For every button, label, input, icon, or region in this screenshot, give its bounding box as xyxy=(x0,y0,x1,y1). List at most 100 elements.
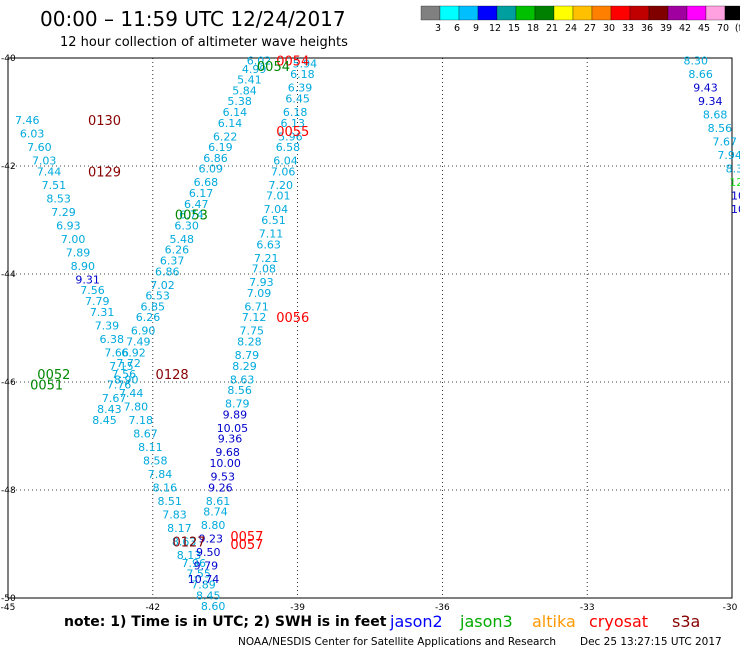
wave-height-value: 6.47 xyxy=(184,198,209,211)
scale-label: 36 xyxy=(641,23,653,34)
wave-height-value: 7.44 xyxy=(37,165,62,178)
wave-height-value: 9.36 xyxy=(218,433,243,446)
x-tick-label: -45 xyxy=(1,603,16,613)
wave-height-value: 10.05 xyxy=(217,422,249,435)
wave-height-value: 8.79 xyxy=(235,349,260,362)
wave-height-value: 8.63 xyxy=(172,535,197,548)
wave-height-value: 8.28 xyxy=(237,336,262,349)
y-tick-label: -44 xyxy=(1,270,16,280)
wave-height-value: 7.04 xyxy=(264,203,289,216)
wave-height-value: 9.26 xyxy=(208,481,233,494)
wave-height-value: 8.80 xyxy=(201,519,226,532)
wave-height-value: 10 xyxy=(731,203,740,216)
wave-height-value: 6.14 xyxy=(223,106,248,119)
wave-height-value: 7.20 xyxy=(268,179,293,192)
wave-height-value: 9.34 xyxy=(698,95,723,108)
wave-height-value: 10.00 xyxy=(209,457,241,470)
wave-height-value: 7.51 xyxy=(42,179,67,192)
scale-swatch xyxy=(686,5,707,21)
pass-label: 0128 xyxy=(156,368,189,383)
wave-height-value: 9.31 xyxy=(75,273,100,286)
wave-height-value: 6.37 xyxy=(160,255,185,268)
wave-height-value: 7.66 xyxy=(104,346,129,359)
wave-height-value: 6.63 xyxy=(256,238,281,251)
wave-height-value: 6.58 xyxy=(276,141,301,154)
scale-label: 70 xyxy=(717,23,729,34)
pass-label: 0056 xyxy=(276,311,309,326)
wave-height-value: 7.56 xyxy=(112,368,137,381)
wave-height-value: 8.58 xyxy=(143,454,168,467)
scale-label: 6 xyxy=(454,23,460,34)
scale-label: 3 xyxy=(435,23,441,34)
wave-height-value: 6.02 xyxy=(247,55,272,68)
y-tick-label: -40 xyxy=(1,54,16,64)
wave-height-value: 7.46 xyxy=(15,114,40,127)
wave-height-value: 7.76 xyxy=(107,379,132,392)
wave-height-value: 7.72 xyxy=(116,357,141,370)
wave-height-value: 9.89 xyxy=(223,408,248,421)
wave-height-value: 6.19 xyxy=(208,141,233,154)
scale-swatch xyxy=(458,5,479,21)
wave-height-value: 6.86 xyxy=(203,152,228,165)
wave-height-value: 5.48 xyxy=(170,233,195,246)
scale-label: 45 xyxy=(698,23,710,34)
pass-label: 0127 xyxy=(172,535,205,550)
wave-height-value: 6.14 xyxy=(218,117,243,130)
wave-height-value: 6.17 xyxy=(189,187,214,200)
pass-label: 0052 xyxy=(37,368,70,383)
wave-height-value: 5.94 xyxy=(293,57,318,70)
wave-height-value: 7.89 xyxy=(66,246,91,259)
wave-height-value: 7.00 xyxy=(61,233,86,246)
scale-label: 15 xyxy=(508,23,520,34)
wave-height-value: 10.74 xyxy=(188,573,220,586)
wave-height-value: 6.68 xyxy=(194,176,219,189)
wave-height-value: 8.68 xyxy=(703,109,728,122)
scale-swatch xyxy=(667,5,688,21)
wave-height-value: 8.45 xyxy=(92,414,117,427)
pass-label: 0055 xyxy=(276,125,309,140)
wave-height-value: 9.23 xyxy=(198,533,223,546)
wave-height-value: 5.96 xyxy=(278,130,303,143)
wave-height-value: 7.18 xyxy=(128,414,153,427)
x-tick-label: -42 xyxy=(145,603,160,613)
pass-label: 0053 xyxy=(175,209,208,224)
wave-height-value: 7.96 xyxy=(182,557,207,570)
footer-timestamp: Dec 25 13:27:15 UTC 2017 xyxy=(580,636,722,648)
scale-label: 24 xyxy=(565,23,577,34)
wave-height-value: 9.43 xyxy=(693,82,718,95)
wave-height-value: 7.12 xyxy=(242,311,267,324)
wave-height-value: 8.53 xyxy=(46,192,71,205)
scale-swatch xyxy=(591,5,612,21)
wave-height-value: 6.86 xyxy=(155,265,180,278)
scale-swatch xyxy=(534,5,555,21)
y-tick-label: -48 xyxy=(1,486,16,496)
wave-height-value: 7.60 xyxy=(27,141,52,154)
wave-height-value: 8.3 xyxy=(726,163,740,176)
wave-height-value: 5.41 xyxy=(237,74,262,87)
wave-height-value: 6.26 xyxy=(136,311,161,324)
wave-height-value: 8.90 xyxy=(114,373,139,386)
chart-title: 00:00 – 11:59 UTC 12/24/2017 xyxy=(40,7,346,31)
satellite-altika: altika xyxy=(532,612,576,631)
wave-height-value: 7.08 xyxy=(252,263,277,276)
pass-label: 0057 xyxy=(230,538,263,553)
wave-height-value: 7.15 xyxy=(109,360,134,373)
wave-height-value: 7.49 xyxy=(126,336,151,349)
wave-height-value: 7.79 xyxy=(85,295,110,308)
scale-swatch xyxy=(496,5,517,21)
wave-height-value: 6.09 xyxy=(198,163,223,176)
wave-height-value: 6.74 xyxy=(179,209,204,222)
scale-label: 33 xyxy=(622,23,634,34)
scale-label: 18 xyxy=(527,23,539,34)
wave-height-value: 8.79 xyxy=(225,398,250,411)
wave-height-value: 8.61 xyxy=(206,495,231,508)
satellite-cryosat: cryosat xyxy=(589,612,648,631)
footer-note: note: 1) Time is in UTC; 2) SWH is in fe… xyxy=(64,614,387,630)
wave-height-value: 6.18 xyxy=(283,106,308,119)
wave-height-value: 7.67 xyxy=(713,136,738,149)
chart-subtitle: 12 hour collection of altimeter wave hei… xyxy=(60,35,348,50)
wave-height-value: 7.11 xyxy=(259,228,284,241)
pass-label: 0130 xyxy=(88,114,121,129)
scale-swatch xyxy=(629,5,650,21)
wave-height-value: 7.29 xyxy=(51,206,76,219)
